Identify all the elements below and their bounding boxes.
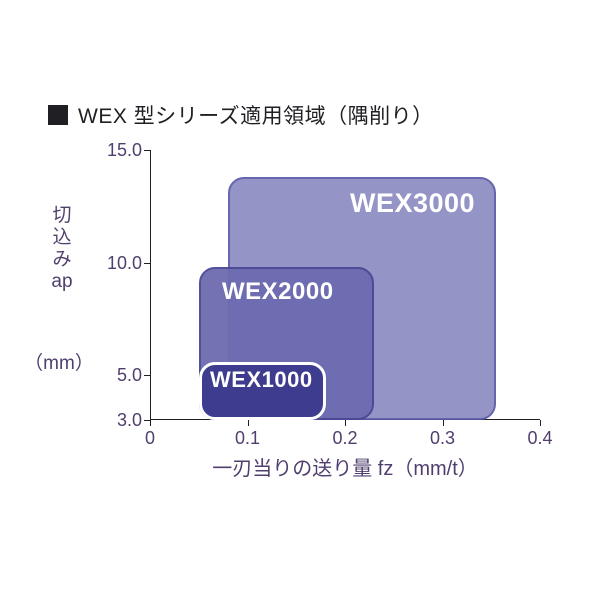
x-axis-label: 一刃当りの送り量 fz（mm/t） [150, 452, 540, 481]
x-tick [345, 420, 346, 426]
y-tick-label: 3.0 [92, 410, 142, 431]
x-tick-label: 0.4 [510, 428, 570, 449]
chart-container: WEX 型シリーズ適用領域（隅削り） WEX3000 WEX2000 WEX1000… [0, 0, 600, 600]
x-tick [248, 420, 249, 426]
y-axis-label: 切込み ap [50, 205, 74, 293]
x-tick [150, 420, 151, 426]
y-tick [144, 263, 150, 264]
y-axis-line [150, 150, 151, 420]
x-tick [540, 420, 541, 426]
x-tick-label: 0.2 [315, 428, 375, 449]
y-axis-label-ascii: ap [51, 271, 72, 292]
plot-area: WEX3000WEX2000WEX1000 00.10.20.30.43.05.… [150, 150, 540, 420]
y-tick [144, 420, 150, 421]
y-axis-label-cjk: 切込み [52, 205, 71, 270]
title-bullet-icon [48, 105, 68, 125]
y-tick-label: 10.0 [92, 253, 142, 274]
region-label-wex1000: WEX1000 [210, 367, 313, 393]
x-tick-label: 0 [120, 428, 180, 449]
y-tick [144, 375, 150, 376]
x-tick-label: 0.1 [218, 428, 278, 449]
x-tick [443, 420, 444, 426]
y-tick [144, 150, 150, 151]
chart-title-row: WEX 型シリーズ適用領域（隅削り） [48, 100, 434, 130]
y-tick-label: 15.0 [92, 140, 142, 161]
region-label-wex2000: WEX2000 [222, 278, 334, 306]
chart-title: WEX 型シリーズ適用領域（隅削り） [78, 100, 434, 130]
region-label-wex3000: WEX3000 [350, 188, 475, 219]
x-tick-label: 0.3 [413, 428, 473, 449]
y-tick-label: 5.0 [92, 365, 142, 386]
y-axis-unit: （mm） [24, 348, 94, 375]
